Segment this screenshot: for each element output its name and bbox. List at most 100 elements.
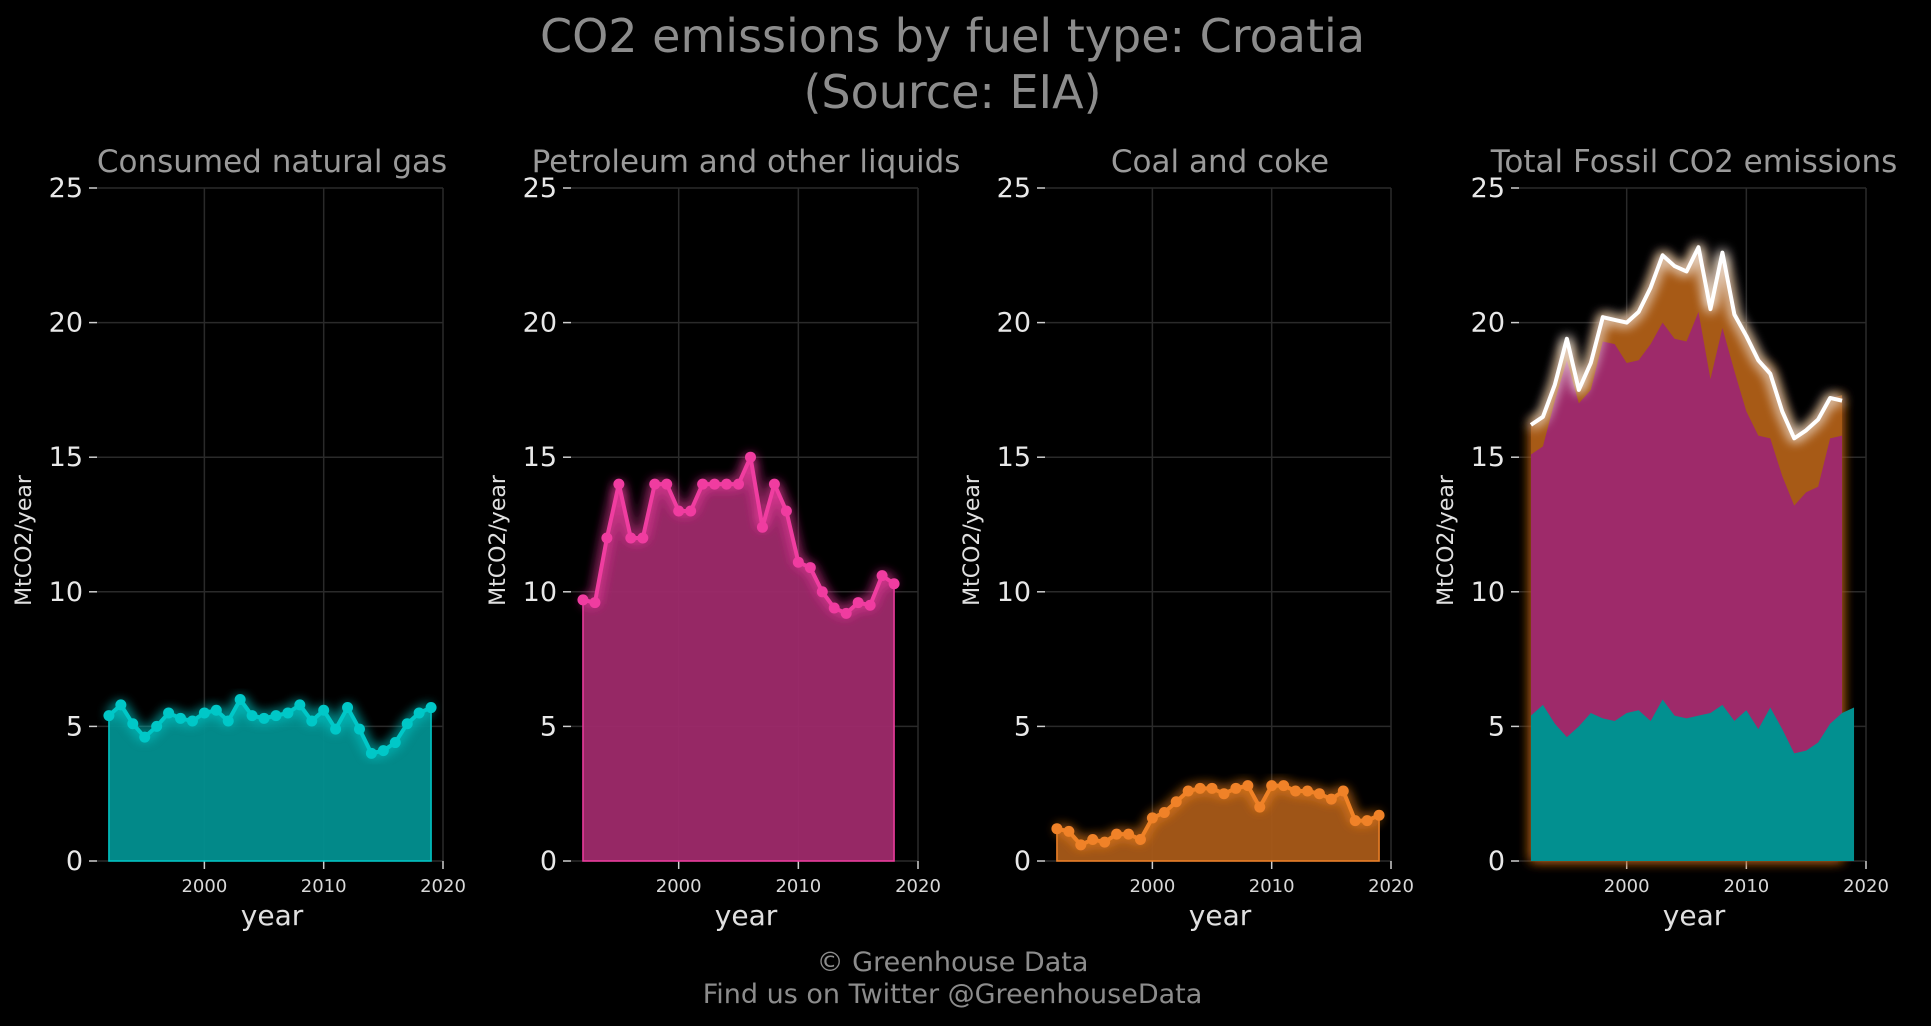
data-point — [294, 699, 306, 711]
x-tick-label: 2020 — [1843, 876, 1889, 897]
data-point — [876, 570, 888, 582]
y-axis-label: MtCO2/year — [486, 474, 511, 606]
data-point — [353, 723, 365, 735]
data-point — [577, 594, 589, 606]
data-point — [1063, 825, 1075, 837]
data-point — [198, 707, 210, 719]
data-point — [342, 702, 354, 714]
y-tick-label: 20 — [523, 308, 557, 339]
data-point — [1230, 782, 1242, 794]
data-point — [1182, 785, 1194, 797]
data-point — [864, 599, 876, 611]
data-point — [804, 562, 816, 574]
y-tick-label: 10 — [523, 577, 557, 608]
data-point — [1075, 839, 1087, 851]
data-point — [1099, 836, 1111, 848]
x-tick-label: 2000 — [1129, 876, 1175, 897]
data-point — [1087, 833, 1099, 845]
panel-title: Coal and coke — [1111, 144, 1329, 180]
data-point — [1170, 796, 1182, 808]
panel-3-series — [1051, 780, 1385, 862]
x-tick-label: 2010 — [301, 876, 347, 897]
series-line — [1056, 783, 1380, 847]
data-point — [1373, 809, 1385, 821]
y-tick-label: 0 — [1014, 846, 1031, 877]
y-tick-label: 10 — [1471, 577, 1505, 608]
y-tick-label: 15 — [997, 442, 1031, 473]
data-point — [330, 723, 342, 735]
data-point — [685, 505, 697, 517]
data-point — [852, 597, 864, 609]
data-point — [401, 718, 413, 730]
y-tick-label: 25 — [997, 173, 1031, 204]
data-point — [589, 597, 601, 609]
x-tick-label: 2020 — [1368, 876, 1414, 897]
footer-twitter: Find us on Twitter @GreenhouseData — [702, 979, 1203, 1010]
data-point — [1278, 780, 1290, 792]
y-tick-label: 0 — [1488, 846, 1505, 877]
data-point — [840, 607, 852, 619]
x-axis-label: year — [715, 899, 778, 932]
y-axis-label: MtCO2/year — [1434, 474, 1459, 606]
data-point — [1266, 780, 1278, 792]
data-point — [222, 715, 234, 727]
data-point — [1111, 828, 1123, 840]
series-line — [107, 697, 432, 756]
x-tick-label: 2000 — [656, 876, 702, 897]
y-axis-label: MtCO2/year — [960, 474, 985, 606]
data-point — [792, 556, 804, 568]
data-point — [1206, 782, 1218, 794]
data-point — [1158, 807, 1170, 819]
data-point — [139, 731, 151, 743]
data-point — [721, 478, 733, 490]
data-point — [1349, 815, 1361, 827]
data-point — [1146, 812, 1158, 824]
y-tick-label: 0 — [66, 846, 83, 877]
data-point — [1337, 785, 1349, 797]
x-tick-label: 2020 — [420, 876, 466, 897]
data-point — [1194, 782, 1206, 794]
data-point — [661, 478, 673, 490]
y-tick-label: 25 — [1471, 173, 1505, 204]
data-point — [175, 712, 187, 724]
panel-title: Consumed natural gas — [97, 144, 447, 180]
data-point — [115, 699, 127, 711]
y-tick-label: 25 — [523, 173, 557, 204]
data-point — [282, 707, 294, 719]
y-tick-label: 20 — [49, 308, 83, 339]
panel-2-axes: 0 5 10 15 20 25 2000 2010 2020 Petroleum and othe… — [486, 144, 960, 932]
footer-copyright: © Greenhouse Data — [816, 947, 1089, 978]
x-axis-label: year — [1189, 899, 1252, 932]
data-point — [377, 745, 389, 757]
gas-layer — [1530, 699, 1855, 861]
y-tick-label: 5 — [540, 711, 557, 742]
data-point — [756, 521, 768, 533]
panel-1-series — [103, 693, 437, 862]
data-point — [1313, 788, 1325, 800]
data-point — [151, 720, 163, 732]
data-point — [1123, 828, 1135, 840]
data-point — [425, 702, 437, 714]
y-tick-label: 10 — [997, 577, 1031, 608]
x-axis-label: year — [241, 899, 304, 932]
data-point — [270, 710, 282, 722]
panel-title: Petroleum and other liquids — [532, 144, 961, 180]
data-point — [246, 710, 258, 722]
y-tick-label: 20 — [997, 308, 1031, 339]
y-tick-label: 25 — [49, 173, 83, 204]
y-axis-label: MtCO2/year — [12, 474, 37, 606]
data-point — [234, 693, 246, 705]
y-tick-label: 10 — [49, 577, 83, 608]
panel-title: Total Fossil CO2 emissions — [1490, 144, 1898, 180]
x-tick-label: 2000 — [181, 876, 227, 897]
y-tick-label: 5 — [66, 711, 83, 742]
x-tick-label: 2010 — [1249, 876, 1295, 897]
data-point — [306, 715, 318, 727]
data-point — [888, 578, 900, 590]
area-fill — [582, 454, 895, 862]
data-point — [163, 707, 175, 719]
data-point — [1134, 833, 1146, 845]
data-point — [186, 715, 198, 727]
data-point — [413, 707, 425, 719]
